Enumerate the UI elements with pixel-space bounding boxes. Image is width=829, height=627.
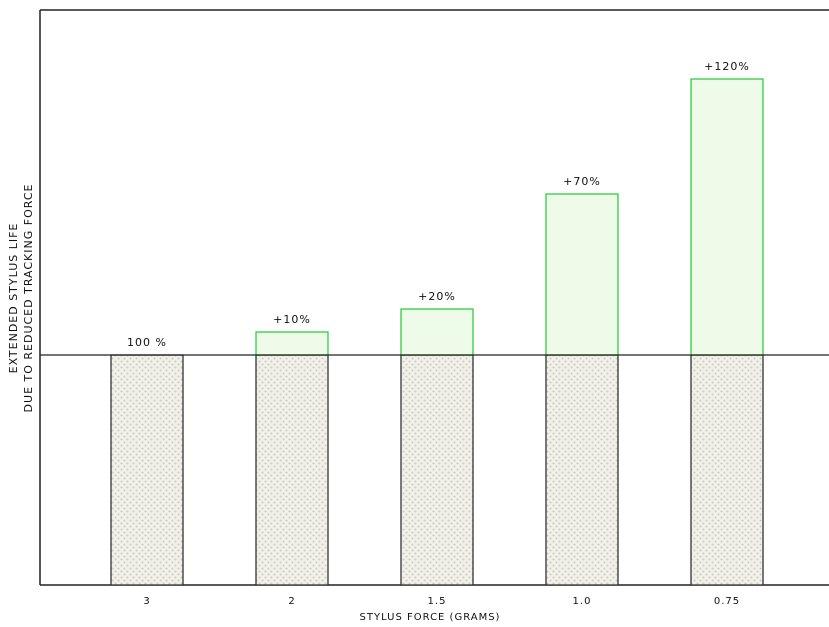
value-label: +120%: [704, 60, 750, 73]
value-label: +70%: [563, 175, 601, 188]
base-bar: [110, 354, 184, 586]
value-label: +10%: [273, 313, 311, 326]
base-bar: [255, 354, 329, 586]
x-axis-label: STYLUS FORCE (GRAMS): [360, 612, 501, 623]
y-axis-label: EXTENDED STYLUS LIFE: [7, 223, 20, 374]
x-tick-label: 2: [288, 596, 295, 607]
extension-bar: [400, 308, 474, 356]
extension-bar: [690, 78, 764, 356]
x-tick-label: 0.75: [714, 596, 740, 607]
extension-bar: [545, 193, 619, 356]
value-label: 100 %: [127, 336, 167, 349]
base-bar: [545, 354, 619, 586]
x-tick-label: 3: [143, 596, 150, 607]
x-tick-label: 1.5: [428, 596, 447, 607]
extension-bar: [255, 331, 329, 356]
y-axis-label: DUE TO REDUCED TRACKING FORCE: [22, 184, 35, 413]
base-bar: [690, 354, 764, 586]
base-bar: [400, 354, 474, 586]
value-label: +20%: [418, 290, 456, 303]
x-tick-label: 1.0: [573, 596, 592, 607]
